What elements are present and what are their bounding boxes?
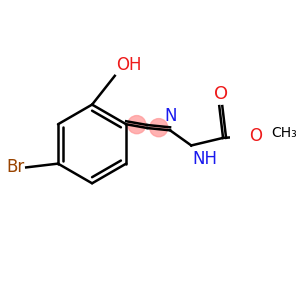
Text: Br: Br bbox=[7, 158, 25, 176]
Text: NH: NH bbox=[193, 150, 218, 168]
Text: CH₃: CH₃ bbox=[272, 126, 297, 140]
Text: N: N bbox=[165, 107, 177, 125]
Text: O: O bbox=[249, 128, 262, 146]
Circle shape bbox=[128, 116, 146, 134]
Circle shape bbox=[150, 118, 168, 137]
Text: O: O bbox=[214, 85, 228, 103]
Text: OH: OH bbox=[116, 56, 142, 74]
